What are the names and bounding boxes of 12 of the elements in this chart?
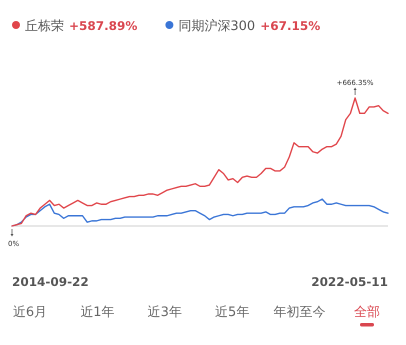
text: 2022-05-11 [311, 275, 388, 289]
legend-label: 同期沪深300 [178, 18, 256, 34]
text: 2014-09-22 [12, 275, 89, 289]
text: 近1年 [80, 305, 115, 320]
text: 近5年 [215, 305, 250, 320]
text: +67.15% [260, 19, 320, 33]
text: +587.89% [69, 19, 138, 33]
text: 年初至今 [274, 305, 326, 320]
text: 近6月 [12, 305, 48, 320]
text: 全部 [354, 305, 380, 320]
legend-label: 丘栋荣 [25, 19, 64, 34]
text: 近3年 [148, 305, 182, 320]
